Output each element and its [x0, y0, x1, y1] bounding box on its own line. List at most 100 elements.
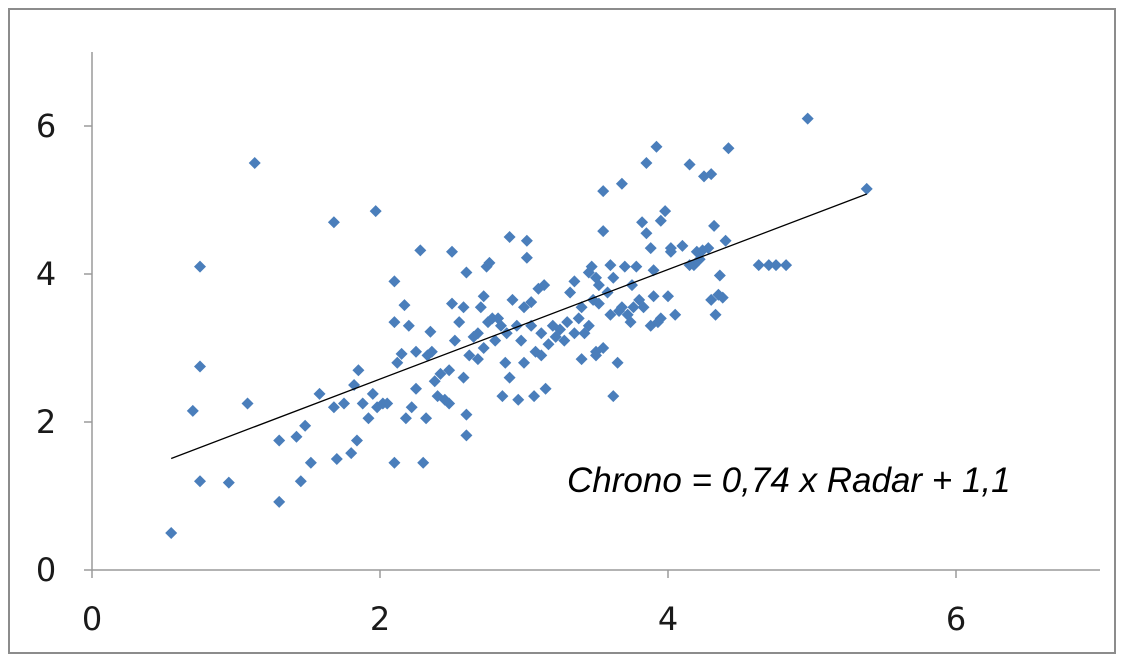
data-point — [624, 316, 637, 329]
data-point — [194, 360, 206, 373]
data-point — [474, 301, 487, 314]
data-point — [424, 325, 437, 338]
data-point — [460, 266, 473, 279]
data-point — [425, 345, 438, 358]
data-point — [568, 327, 581, 340]
data-point — [352, 364, 365, 377]
data-point — [607, 390, 620, 403]
data-point — [395, 347, 408, 360]
data-point — [722, 142, 735, 155]
x-tick-label: 2 — [370, 600, 390, 638]
data-point — [483, 256, 496, 269]
data-point — [362, 412, 375, 425]
data-point — [558, 334, 571, 347]
data-point — [637, 301, 650, 314]
data-point — [618, 260, 631, 273]
data-point — [453, 316, 466, 329]
data-point — [572, 312, 585, 325]
scatter-plot: 0 2 4 6 0 2 4 6 Chrono = 0,74 x Radar + 1,1 — [36, 52, 1100, 638]
y-tick-label: 0 — [36, 551, 56, 589]
data-point — [222, 476, 235, 489]
data-point — [194, 475, 206, 488]
data-point — [520, 234, 533, 247]
data-point — [457, 371, 470, 384]
data-point — [518, 356, 530, 369]
data-point — [630, 260, 643, 273]
data-point — [654, 312, 667, 325]
x-axis-ticks: 0 2 4 6 — [82, 570, 966, 638]
data-point — [388, 316, 401, 329]
data-point — [604, 308, 617, 321]
data-point — [350, 434, 363, 447]
data-point — [194, 260, 206, 273]
data-point — [702, 242, 715, 255]
data-point — [443, 364, 456, 377]
data-point — [398, 299, 411, 312]
data-point — [434, 367, 447, 380]
data-point — [241, 397, 254, 410]
data-point — [299, 419, 312, 432]
data-point — [477, 342, 490, 354]
data-point — [381, 397, 394, 410]
data-point — [273, 434, 286, 447]
data-point — [471, 327, 484, 340]
data-point — [683, 158, 696, 171]
data-point — [460, 408, 473, 421]
data-point — [597, 342, 610, 354]
data-point — [338, 397, 350, 410]
data-point — [719, 234, 732, 247]
data-point — [597, 185, 610, 198]
data-point — [165, 527, 178, 539]
data-point — [446, 245, 458, 258]
data-point — [294, 475, 307, 488]
data-point — [515, 334, 528, 347]
data-point — [518, 301, 530, 314]
data-points — [165, 112, 873, 539]
data-point — [494, 319, 507, 332]
data-point — [457, 301, 470, 314]
data-point — [460, 429, 473, 442]
data-point — [538, 279, 551, 292]
data-point — [575, 301, 588, 314]
data-point — [860, 182, 873, 195]
data-point — [801, 112, 814, 125]
data-point — [716, 291, 729, 304]
data-point — [330, 453, 343, 465]
data-point — [582, 319, 595, 332]
data-point — [402, 319, 415, 332]
data-point — [327, 216, 340, 229]
data-point — [604, 259, 617, 272]
data-point — [669, 308, 682, 321]
data-point — [463, 349, 476, 362]
data-point — [705, 293, 718, 306]
y-axis-ticks: 0 2 4 6 — [36, 107, 92, 589]
data-point — [640, 227, 653, 240]
data-point — [650, 140, 663, 153]
data-point — [503, 231, 516, 243]
data-point — [448, 334, 461, 347]
data-point — [564, 286, 577, 299]
data-point — [676, 239, 689, 252]
data-point — [366, 387, 379, 400]
data-point — [607, 271, 620, 284]
data-point — [535, 349, 548, 362]
data-point — [647, 290, 660, 303]
data-point — [705, 168, 718, 181]
data-point — [186, 404, 199, 417]
data-point — [554, 323, 566, 336]
data-point — [304, 456, 317, 469]
data-point — [399, 412, 412, 425]
data-point — [290, 430, 303, 443]
x-tick-label: 0 — [82, 600, 102, 638]
data-point — [542, 338, 555, 351]
data-point — [273, 495, 286, 508]
data-point — [496, 390, 509, 403]
data-point — [615, 177, 628, 190]
y-tick-label: 2 — [36, 403, 56, 441]
data-point — [708, 219, 721, 232]
data-point — [575, 353, 588, 366]
data-point — [405, 401, 418, 414]
y-tick-label: 4 — [36, 255, 56, 293]
data-point — [443, 397, 456, 410]
data-point — [391, 356, 404, 369]
